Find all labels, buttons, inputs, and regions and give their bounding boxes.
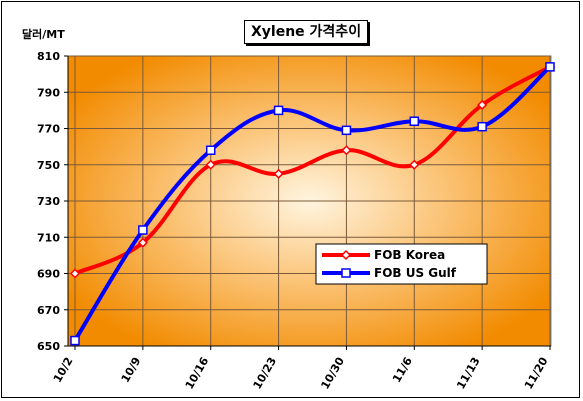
- x-tick-label: 10/16: [183, 355, 212, 392]
- x-tick-label: 11/13: [454, 355, 483, 391]
- y-axis-unit-label: 달러/MT: [22, 28, 65, 41]
- legend-marker-fob-us-gulf: [341, 268, 351, 278]
- data-point-fob-us-gulf: [138, 225, 148, 235]
- y-tick-label: 790: [37, 86, 60, 99]
- y-axis: 650 670 690 710 730 750 770 790 810: [37, 50, 69, 353]
- data-point-fob-us-gulf: [477, 121, 487, 132]
- x-tick-label: 10/2: [51, 355, 76, 385]
- y-tick-label: 750: [37, 159, 60, 172]
- data-point-fob-korea: [409, 159, 420, 170]
- y-tick-label: 810: [37, 50, 60, 63]
- y-tick-label: 710: [37, 231, 60, 244]
- legend-marker-fob-korea: [340, 249, 352, 261]
- data-point-fob-korea: [69, 268, 81, 279]
- data-point-fob-us-gulf: [70, 335, 80, 346]
- x-tick-label: 11/6: [390, 355, 415, 385]
- x-axis: 10/2 10/9 10/16 10/23 10/30 11/6 11/13 11/20: [51, 345, 551, 392]
- data-point-fob-us-gulf: [341, 125, 352, 136]
- data-point-fob-korea: [205, 159, 216, 170]
- data-point-fob-korea: [137, 237, 148, 248]
- y-tick-label: 770: [37, 123, 60, 136]
- data-point-fob-korea: [477, 99, 488, 110]
- chart-title: Xylene 가격추이: [244, 20, 369, 44]
- y-tick-label: 690: [37, 268, 60, 281]
- legend-label-fob-korea: FOB Korea: [374, 248, 445, 262]
- data-point-fob-korea: [273, 168, 284, 179]
- legend-label-fob-us-gulf: FOB US Gulf: [374, 266, 457, 280]
- data-point-fob-korea: [341, 145, 352, 156]
- data-point-fob-us-gulf: [205, 145, 216, 155]
- data-point-fob-us-gulf: [409, 116, 420, 126]
- series-lines: [69, 61, 556, 346]
- y-tick-label: 670: [37, 304, 60, 317]
- legend: FOB Korea FOB US Gulf: [315, 243, 488, 285]
- series-line-fob-korea: [74, 65, 551, 276]
- data-point-fob-us-gulf: [273, 105, 284, 116]
- x-tick-label: 10/30: [318, 355, 347, 392]
- y-tick-label: 650: [37, 340, 60, 353]
- data-point-fob-us-gulf: [545, 62, 555, 72]
- x-tick-label: 11/20: [522, 355, 551, 392]
- y-tick-label: 730: [37, 195, 60, 208]
- x-tick-label: 10/9: [119, 355, 144, 385]
- x-tick-label: 10/23: [251, 355, 280, 391]
